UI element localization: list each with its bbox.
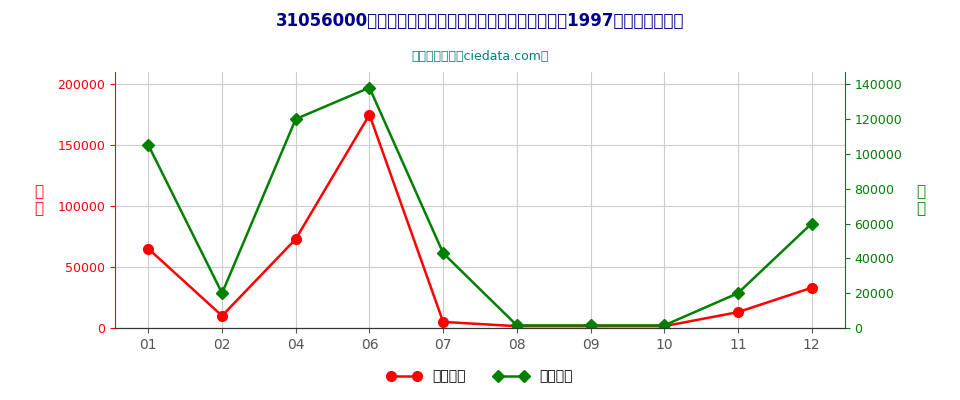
- Y-axis label: 金
额: 金 额: [35, 184, 44, 216]
- 出口美元: [511, 324, 522, 328]
- Text: 进出口服务网（ciedata.com）: 进出口服务网（ciedata.com）: [411, 50, 549, 63]
- 出口美元: [143, 246, 155, 251]
- 出口美元: [585, 324, 596, 328]
- 出口数量: [143, 143, 155, 148]
- 出口数量: [511, 323, 522, 328]
- Line: 出口美元: 出口美元: [143, 110, 817, 331]
- 出口美元: [364, 112, 375, 117]
- 出口数量: [290, 117, 301, 122]
- 出口数量: [585, 323, 596, 328]
- 出口数量: [438, 251, 449, 256]
- 出口数量: [216, 291, 228, 296]
- 出口数量: [805, 221, 817, 226]
- Legend: 出口美元, 出口数量: 出口美元, 出口数量: [381, 364, 579, 389]
- 出口美元: [805, 285, 817, 290]
- Line: 出口数量: 出口数量: [144, 84, 816, 330]
- 出口美元: [216, 314, 228, 318]
- 出口美元: [438, 320, 449, 324]
- 出口数量: [364, 85, 375, 90]
- 出口美元: [290, 237, 301, 242]
- 出口数量: [659, 323, 670, 328]
- 出口数量: [732, 291, 744, 296]
- 出口美元: [732, 310, 744, 314]
- Text: 31056000含磷、钾两种肥效元素的矿物肥料或化学肥料1997年出口月度走势: 31056000含磷、钾两种肥效元素的矿物肥料或化学肥料1997年出口月度走势: [276, 12, 684, 30]
- Y-axis label: 数
量: 数 量: [916, 184, 925, 216]
- 出口美元: [659, 324, 670, 328]
